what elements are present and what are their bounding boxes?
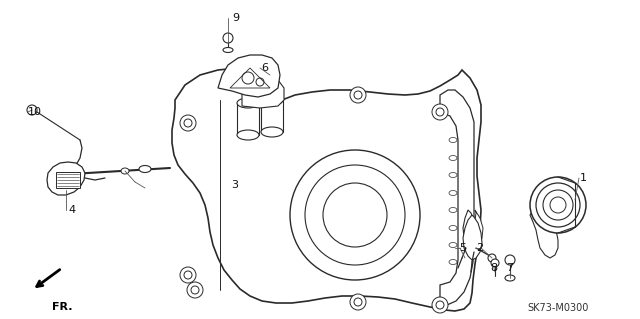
Text: 8: 8 [490, 263, 497, 273]
Circle shape [350, 87, 366, 103]
Circle shape [432, 297, 448, 313]
Circle shape [323, 183, 387, 247]
Ellipse shape [449, 137, 457, 143]
Text: 3: 3 [232, 180, 239, 190]
Circle shape [543, 190, 573, 220]
Circle shape [488, 254, 496, 262]
Text: SK73-M0300: SK73-M0300 [527, 303, 589, 313]
Polygon shape [242, 76, 284, 108]
Ellipse shape [449, 259, 457, 264]
Text: 5: 5 [460, 243, 467, 253]
Polygon shape [463, 215, 482, 260]
Text: 6: 6 [261, 63, 268, 73]
Circle shape [223, 33, 233, 43]
Text: 10: 10 [28, 107, 42, 117]
Circle shape [354, 298, 362, 306]
Ellipse shape [261, 95, 283, 105]
Circle shape [184, 271, 192, 279]
Circle shape [505, 255, 515, 265]
Circle shape [354, 91, 362, 99]
Text: 9: 9 [232, 13, 239, 23]
Ellipse shape [449, 190, 457, 196]
Circle shape [187, 282, 203, 298]
Ellipse shape [261, 127, 283, 137]
Circle shape [530, 177, 586, 233]
Circle shape [305, 165, 405, 265]
Circle shape [436, 108, 444, 116]
Circle shape [27, 105, 37, 115]
Circle shape [191, 286, 199, 294]
Polygon shape [56, 172, 80, 188]
Polygon shape [172, 68, 481, 311]
Text: FR.: FR. [52, 302, 72, 312]
Ellipse shape [237, 98, 259, 108]
Polygon shape [530, 205, 558, 258]
Ellipse shape [121, 168, 129, 174]
Circle shape [256, 78, 264, 86]
Text: 1: 1 [580, 173, 587, 183]
Circle shape [432, 104, 448, 120]
Polygon shape [218, 55, 280, 97]
Ellipse shape [223, 48, 233, 53]
Circle shape [180, 267, 196, 283]
Circle shape [242, 72, 254, 84]
Circle shape [491, 259, 499, 267]
Text: 7: 7 [506, 263, 513, 273]
Ellipse shape [449, 207, 457, 212]
Circle shape [350, 294, 366, 310]
Circle shape [290, 150, 420, 280]
Ellipse shape [237, 130, 259, 140]
Ellipse shape [139, 166, 151, 173]
Polygon shape [463, 210, 478, 248]
Circle shape [184, 119, 192, 127]
Ellipse shape [449, 155, 457, 160]
Circle shape [436, 301, 444, 309]
Ellipse shape [449, 226, 457, 231]
Polygon shape [471, 210, 483, 248]
Text: 4: 4 [68, 205, 76, 215]
Circle shape [180, 115, 196, 131]
Polygon shape [47, 162, 85, 195]
Ellipse shape [449, 173, 457, 177]
Circle shape [550, 197, 566, 213]
Ellipse shape [449, 242, 457, 248]
Circle shape [536, 183, 580, 227]
Text: 2: 2 [476, 243, 484, 253]
Ellipse shape [505, 275, 515, 281]
Polygon shape [440, 90, 474, 305]
